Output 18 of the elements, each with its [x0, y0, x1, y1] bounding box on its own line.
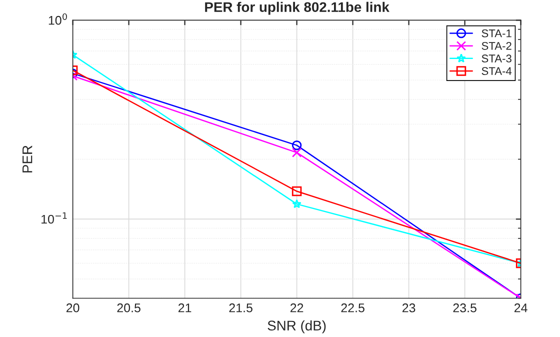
legend-label: STA-3	[482, 54, 512, 62]
chart-title: PER for uplink 802.11be link	[205, 2, 390, 15]
x-tick-label: 20.5	[117, 303, 140, 312]
y-tick-label: 10$^{0}$	[48, 13, 67, 25]
legend-label: STA-4	[482, 67, 512, 76]
legend-label: STA-2	[482, 42, 512, 50]
x-tick-label: 20	[66, 303, 80, 312]
x-tick-label: 23.5	[453, 303, 476, 312]
x-tick-label: 24	[514, 303, 528, 312]
x-tick-label: 22	[290, 303, 304, 312]
legend-label: STA-1	[482, 29, 512, 38]
x-tick-label: 23	[402, 303, 416, 312]
x-tick-label: 21	[178, 303, 192, 312]
y-axis-title: PER	[22, 146, 32, 172]
x-axis-title: SNR (dB)	[268, 320, 326, 334]
x-tick-label: 22.5	[341, 303, 364, 312]
y-tick-label: 10$^{−1}$	[42, 212, 67, 224]
x-tick-label: 21.5	[229, 303, 252, 312]
